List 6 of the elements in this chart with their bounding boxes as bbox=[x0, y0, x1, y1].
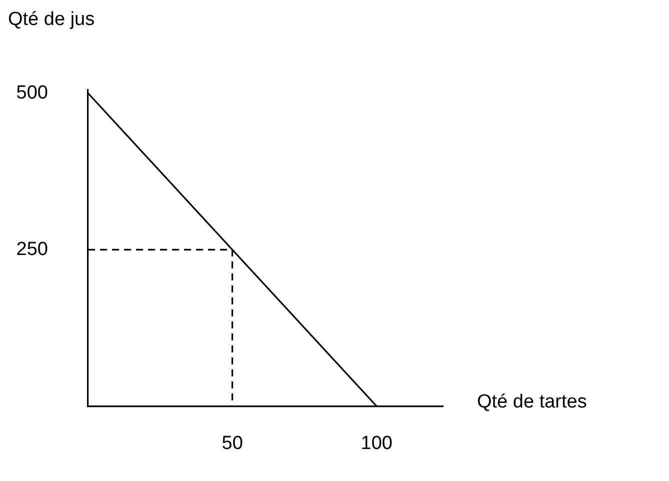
y-axis-title: Qté de jus bbox=[8, 9, 95, 30]
x-tick-label: 50 bbox=[222, 432, 243, 454]
x-axis-title: Qté de tartes bbox=[477, 391, 587, 412]
x-tick-label: 100 bbox=[360, 432, 392, 454]
y-tick-label: 500 bbox=[16, 82, 48, 104]
y-tick-label: 250 bbox=[16, 238, 48, 260]
